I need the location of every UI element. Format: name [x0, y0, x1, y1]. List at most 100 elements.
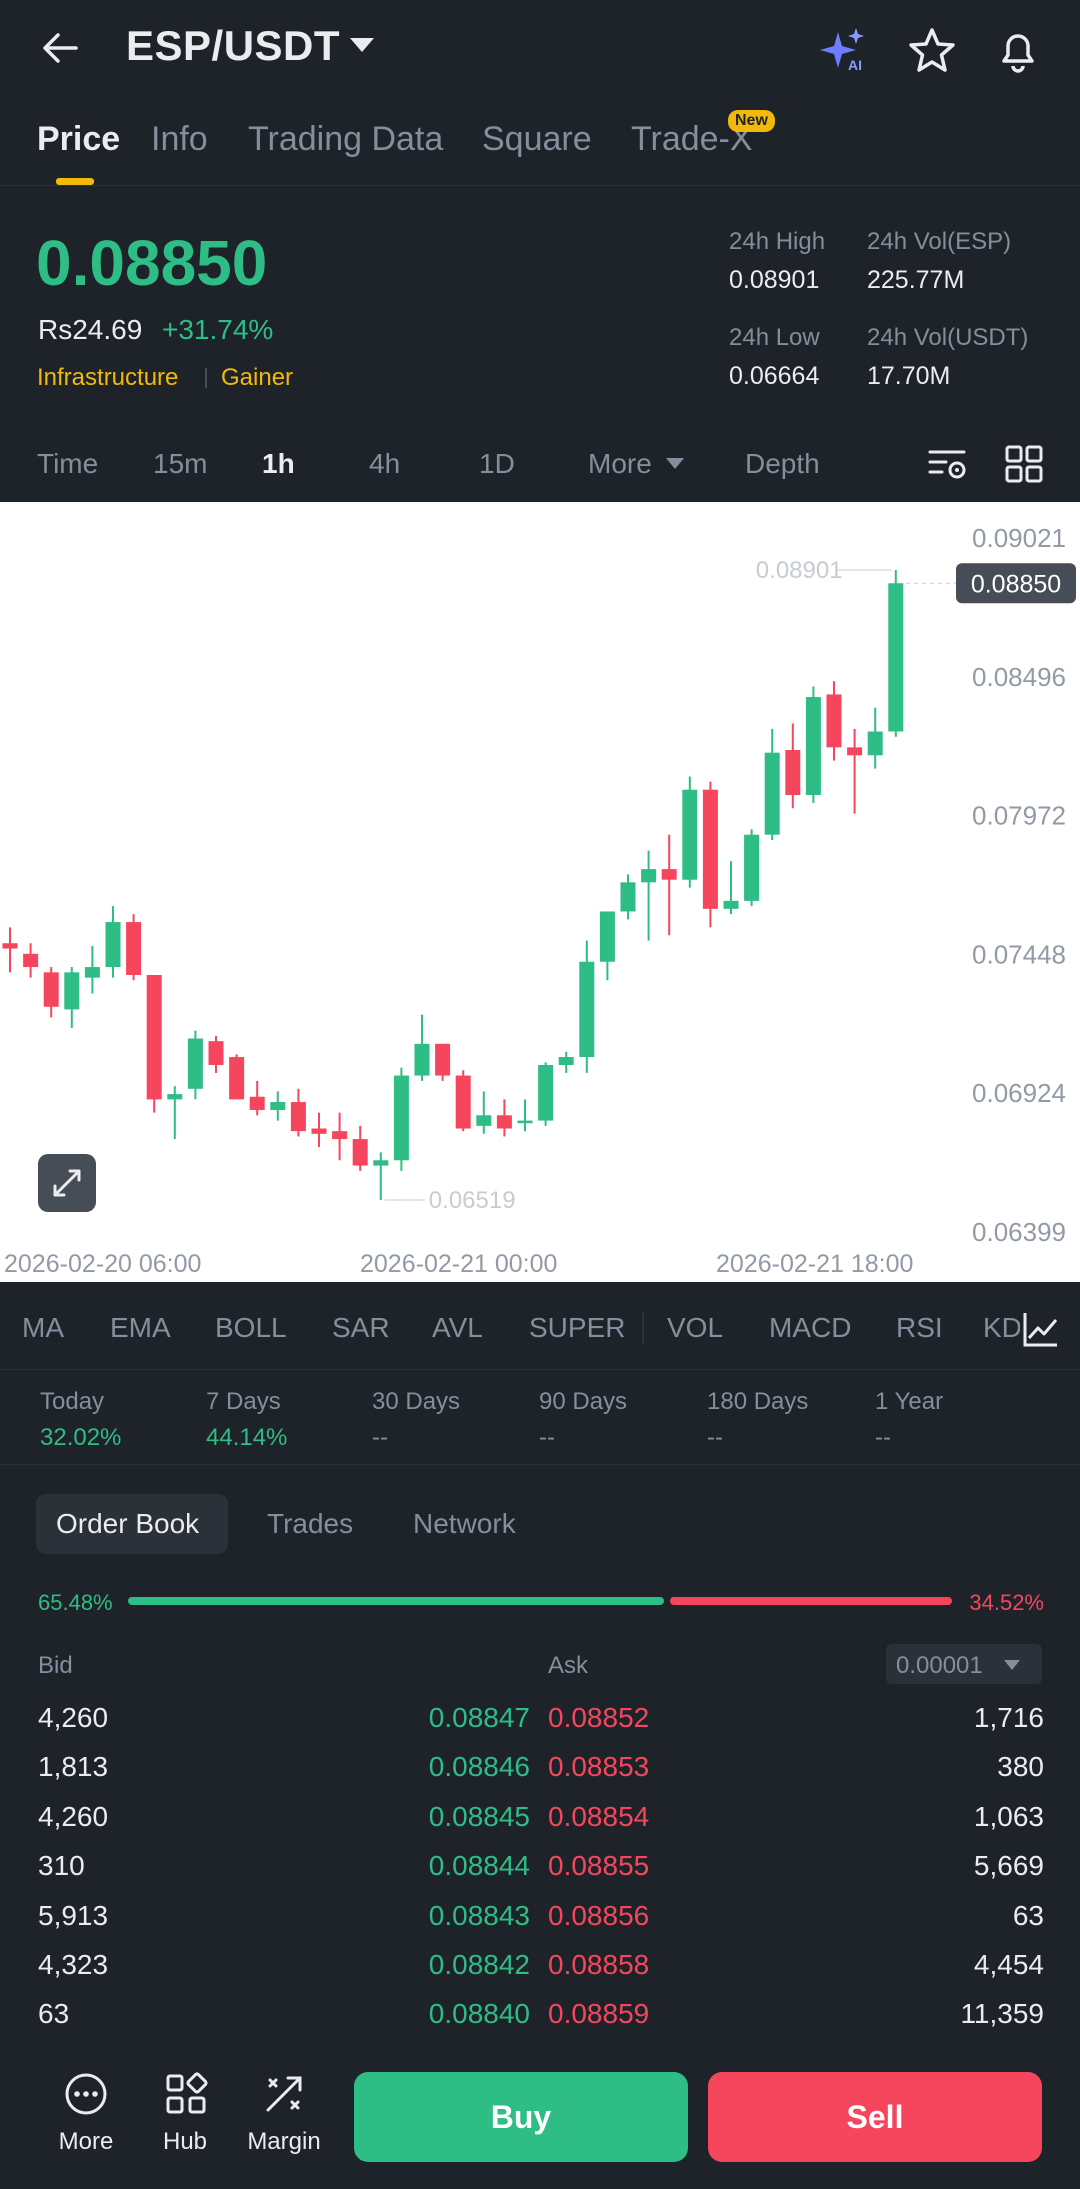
timeframe-4h[interactable]: 4h [369, 448, 401, 479]
timeframe-15m[interactable]: 15m [153, 448, 208, 479]
perf-today-label: Today [40, 1388, 105, 1415]
vol-base-label: 24h Vol(ESP) [867, 228, 1012, 255]
candle-body [558, 1057, 574, 1065]
last-price-tag-label: 0.08850 [971, 570, 1061, 598]
order-book-row[interactable]: 4,260 0.08847 0.08852 1,716 [0, 1694, 1080, 1743]
back-arrow-icon[interactable] [36, 22, 88, 74]
ask-price: 0.08853 [548, 1751, 650, 1783]
timeframe-1h[interactable]: 1h [262, 448, 295, 479]
indicator-avl[interactable]: AVL [432, 1312, 483, 1343]
bid-ratio-bar [128, 1597, 664, 1605]
sell-button[interactable]: Sell [708, 2072, 1042, 2162]
bid-price: 0.08845 [428, 1800, 530, 1832]
candle-body [805, 697, 821, 796]
tag-gainer[interactable]: Gainer [221, 364, 294, 391]
buy-button[interactable]: Buy [354, 2072, 688, 2162]
perf-180d-value: -- [707, 1424, 723, 1451]
ask-ratio: 34.52% [969, 1590, 1044, 1615]
bid-qty: 1,813 [38, 1751, 109, 1783]
chevron-down-icon[interactable] [1004, 1660, 1020, 1670]
indicator-sar[interactable]: SAR [332, 1312, 390, 1343]
perf-30d-value: -- [372, 1424, 388, 1451]
candle-body [64, 972, 80, 1010]
bid-price: 0.08842 [428, 1949, 530, 1980]
perf-30d-label: 30 Days [372, 1388, 461, 1415]
order-book-row[interactable]: 4,260 0.08845 0.08854 1,063 [0, 1793, 1080, 1842]
indicator-settings-icon[interactable] [1020, 1308, 1062, 1350]
indicator-boll[interactable]: BOLL [215, 1312, 287, 1343]
indicator-rsi[interactable]: RSI [896, 1312, 943, 1343]
timeframe-time[interactable]: Time [37, 448, 99, 479]
tab-trading-data[interactable]: Trading Data [248, 120, 444, 158]
candle-body [43, 972, 59, 1007]
y-tick-label: 0.07448 [972, 939, 1066, 969]
margin-icon [266, 2076, 302, 2112]
bid-price: 0.08847 [428, 1702, 530, 1733]
indicator-super[interactable]: SUPER [529, 1312, 626, 1343]
ai-sparkle-icon[interactable]: AI [818, 24, 870, 76]
candle-body [249, 1096, 265, 1110]
indicator-ma[interactable]: MA [22, 1312, 64, 1343]
indicator-ema[interactable]: EMA [110, 1312, 171, 1343]
new-badge: New [728, 110, 775, 132]
precision-value[interactable]: 0.00001 [896, 1652, 983, 1679]
tab-square[interactable]: Square [482, 120, 592, 158]
chart-canvas[interactable]: 0.09021 0.08496 0.07972 0.07448 0.06924 0.063… [0, 502, 1080, 1282]
ask-qty: 11,359 [960, 1998, 1044, 2030]
vol-quote-label: 24h Vol(USDT) [867, 324, 1029, 351]
candle-body [208, 1041, 224, 1065]
timeframe-1d[interactable]: 1D [479, 448, 515, 479]
candle-body [187, 1038, 203, 1089]
depth-tab[interactable]: Depth [745, 448, 820, 479]
y-tick-label: 0.07972 [972, 801, 1066, 831]
indicator-macd[interactable]: MACD [769, 1312, 852, 1343]
chevron-down-icon[interactable] [350, 38, 374, 52]
tab-trades[interactable]: Trades [267, 1508, 354, 1539]
more-dots-icon [65, 2073, 107, 2115]
perf-7d-value: 44.14% [206, 1424, 288, 1451]
tab-network[interactable]: Network [413, 1508, 516, 1539]
bid-qty: 4,260 [38, 1800, 109, 1832]
candlestick-chart[interactable]: 0.09021 0.08496 0.07972 0.07448 0.06924 0.063… [0, 502, 1080, 1282]
expand-chart-button[interactable] [38, 1154, 96, 1212]
nav-margin-label[interactable]: Margin [247, 2128, 321, 2155]
timeframe-more[interactable]: More [588, 448, 652, 479]
last-price: 0.08850 [36, 227, 268, 299]
indicator-vol[interactable]: VOL [667, 1312, 724, 1343]
tab-order-book[interactable]: Order Book [56, 1508, 200, 1539]
bid-qty: 310 [38, 1850, 85, 1882]
nav-more-label[interactable]: More [58, 2128, 114, 2155]
pair-title[interactable]: ESP/USDT [126, 22, 341, 69]
star-icon[interactable] [906, 24, 958, 76]
candle-body [373, 1160, 389, 1166]
x-tick-label: 2026-02-20 06:00 [4, 1250, 201, 1278]
indicator-kd[interactable]: KD [983, 1312, 1022, 1343]
bell-icon[interactable] [992, 24, 1044, 76]
order-book-row[interactable]: 4,323 0.08842 0.08858 4,454 [0, 1941, 1080, 1990]
candle-body [661, 869, 677, 880]
nav-hub-label[interactable]: Hub [162, 2128, 208, 2155]
order-book-row[interactable]: 1,813 0.08846 0.08853 380 [0, 1743, 1080, 1792]
y-tick-label: 0.06924 [972, 1078, 1066, 1108]
perf-1y-label: 1 Year [875, 1388, 944, 1415]
vol-quote-value: 17.70M [867, 362, 951, 390]
ask-qty: 1,063 [973, 1800, 1044, 1832]
nav-hub[interactable] [140, 2072, 230, 2162]
ask-qty: 5,669 [973, 1850, 1044, 1882]
ask-price: 0.08858 [548, 1949, 650, 1980]
order-book-row[interactable]: 310 0.08844 0.08855 5,669 [0, 1842, 1080, 1891]
order-book-row[interactable]: 5,913 0.08843 0.08856 63 [0, 1892, 1080, 1941]
tab-info[interactable]: Info [151, 120, 208, 158]
nav-margin[interactable] [238, 2072, 328, 2162]
tag-infrastructure[interactable]: Infrastructure [37, 364, 179, 391]
order-book-row[interactable]: 63 0.08840 0.08859 11,359 [0, 1990, 1080, 2039]
bid-ratio: 65.48% [38, 1590, 113, 1615]
section-tabs: Price Info Trading Data Square Trade-X [0, 110, 1080, 186]
candle-body [579, 961, 595, 1058]
candle-body [620, 882, 636, 912]
tab-price[interactable]: Price [37, 120, 121, 158]
chart-settings-icon[interactable] [924, 440, 972, 488]
grid-layout-icon[interactable] [1000, 440, 1048, 488]
perf-90d-value: -- [539, 1424, 555, 1451]
nav-more[interactable] [40, 2072, 130, 2162]
